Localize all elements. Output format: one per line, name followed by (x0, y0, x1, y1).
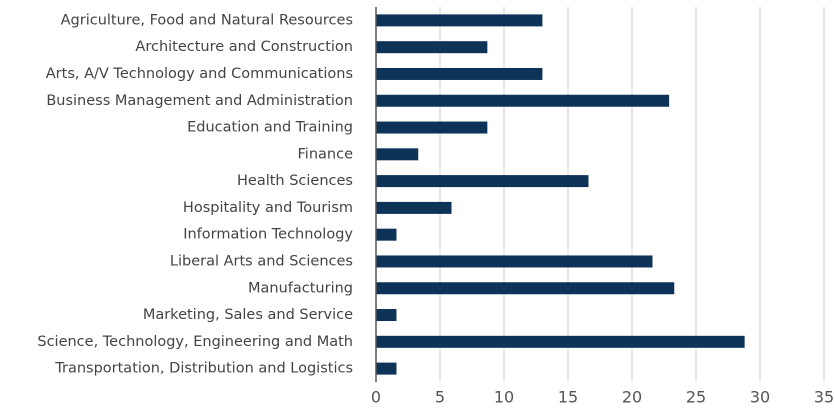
x-tick-label: 15 (558, 388, 578, 407)
bar (376, 67, 543, 80)
y-tick-label: Finance (298, 146, 354, 162)
bar (376, 335, 745, 348)
x-tick-label: 25 (686, 388, 706, 407)
y-tick-label: Education and Training (187, 120, 353, 136)
y-tick-label: Science, Technology, Engineering and Mat… (37, 334, 353, 350)
y-tick-label: Hospitality and Tourism (183, 200, 353, 216)
x-tick-label: 10 (494, 388, 514, 407)
x-tick-label: 30 (750, 388, 770, 407)
y-tick-label: Information Technology (183, 227, 353, 243)
bar (376, 121, 488, 134)
bar (376, 201, 452, 214)
y-tick-label: Architecture and Construction (135, 39, 353, 55)
bar (376, 94, 670, 107)
bar (376, 282, 675, 295)
bar (376, 228, 397, 241)
y-tick-label: Liberal Arts and Sciences (170, 253, 353, 269)
bar (376, 362, 397, 375)
bar (376, 41, 488, 54)
y-tick-label: Marketing, Sales and Service (143, 307, 353, 323)
bar (376, 148, 419, 161)
bar (376, 175, 589, 188)
y-tick-label: Transportation, Distribution and Logisti… (54, 361, 353, 377)
bar (376, 255, 653, 268)
x-tick-label: 0 (371, 388, 381, 407)
y-tick-label: Business Management and Administration (46, 93, 353, 109)
y-tick-label: Arts, A/V Technology and Communications (46, 66, 353, 82)
y-tick-label: Health Sciences (237, 173, 353, 189)
bar (376, 14, 543, 27)
bar (376, 309, 397, 322)
x-tick-label: 20 (622, 388, 642, 407)
x-tick-label: 5 (435, 388, 445, 407)
y-tick-label: Agriculture, Food and Natural Resources (61, 12, 353, 28)
x-tick-label: 35 (814, 388, 834, 407)
y-tick-label: Manufacturing (248, 280, 353, 296)
